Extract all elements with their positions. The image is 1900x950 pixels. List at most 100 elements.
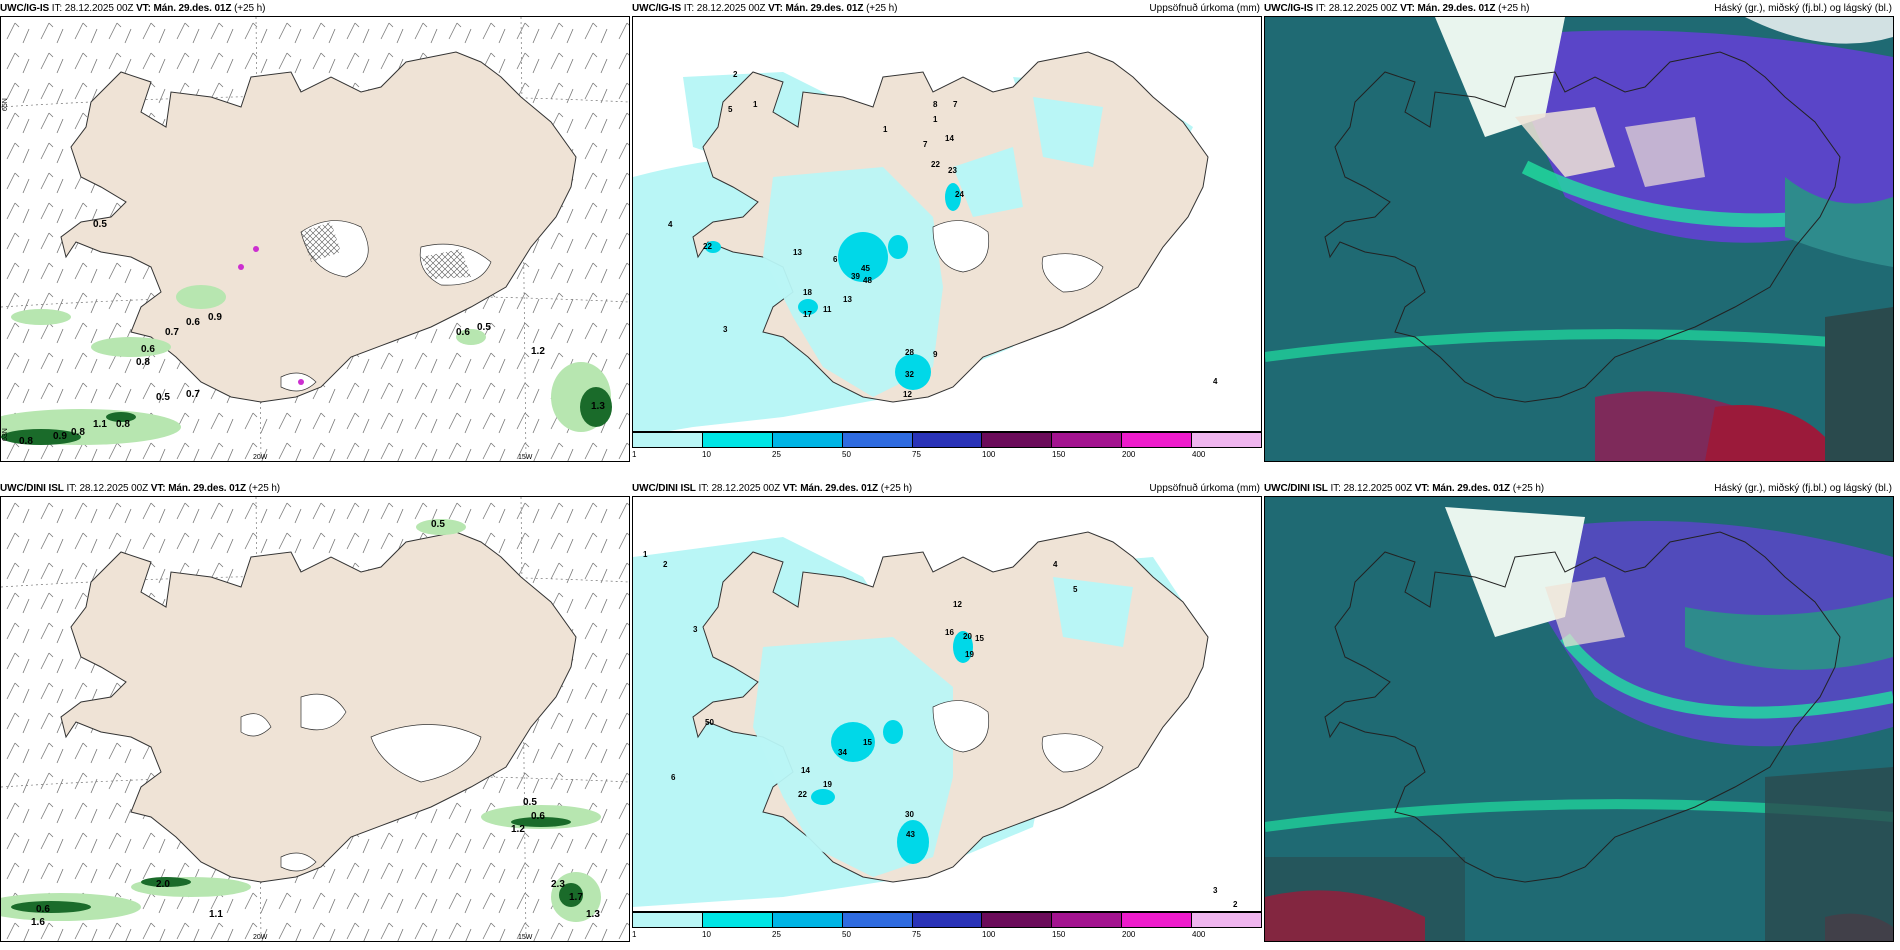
svg-text:1: 1 <box>883 125 888 134</box>
svg-text:0.6: 0.6 <box>36 904 50 915</box>
svg-text:24: 24 <box>955 190 964 199</box>
svg-text:1.1: 1.1 <box>93 419 107 430</box>
svg-text:5: 5 <box>1073 585 1078 594</box>
model-name: UWC/IG-IS <box>0 3 50 14</box>
svg-text:17: 17 <box>803 310 812 319</box>
lead-time: (+25 h) <box>234 3 266 14</box>
svg-text:9: 9 <box>933 350 938 359</box>
svg-text:14: 14 <box>945 134 954 143</box>
panel-title: UWC/DINI ISL IT: 28.12.2025 00Z VT: Mán.… <box>1264 483 1545 494</box>
svg-text:4: 4 <box>1213 377 1218 386</box>
panel-bottom-cloud: UWC/DINI ISL IT: 28.12.2025 00Z VT: Mán.… <box>1264 480 1894 950</box>
lead-time: (+25 h) <box>1512 483 1545 494</box>
svg-text:0.5: 0.5 <box>93 219 107 230</box>
svg-text:3: 3 <box>1213 886 1218 895</box>
svg-text:2: 2 <box>1233 900 1238 909</box>
panel-title: UWC/DINI ISL IT: 28.12.2025 00Z VT: Mán.… <box>632 483 913 494</box>
svg-text:0.9: 0.9 <box>53 431 67 442</box>
svg-text:22: 22 <box>798 790 807 799</box>
lead-time: (+25 h) <box>866 3 898 14</box>
colorbar-labels: 1 10 25 50 75 100 150 200 400 <box>632 450 1206 459</box>
svg-text:7: 7 <box>923 140 928 149</box>
valid-time: Mán. 29.des. 01Z <box>153 3 232 14</box>
map-cloud-top <box>1264 16 1894 462</box>
lead-time: (+25 h) <box>1498 3 1530 14</box>
svg-text:1.2: 1.2 <box>511 824 525 835</box>
svg-text:1: 1 <box>933 115 938 124</box>
init-time: 28.12.2025 00Z <box>711 483 781 494</box>
svg-text:6: 6 <box>671 773 676 782</box>
model-name: UWC/DINI ISL <box>1264 483 1328 494</box>
svg-text:1: 1 <box>643 550 648 559</box>
svg-text:5: 5 <box>728 105 733 114</box>
svg-text:2.3: 2.3 <box>551 879 565 890</box>
svg-text:15: 15 <box>975 634 984 643</box>
svg-text:3: 3 <box>723 325 728 334</box>
valid-time: Mán. 29.des. 01Z <box>1432 483 1511 494</box>
panel-subtitle: Uppsöfnuð úrkoma (mm) <box>1149 483 1260 494</box>
svg-text:43: 43 <box>906 830 915 839</box>
svg-text:19: 19 <box>823 780 832 789</box>
init-time: 28.12.2025 00Z <box>1343 483 1413 494</box>
panel-title: UWC/IG-IS IT: 28.12.2025 00Z VT: Mán. 29… <box>1264 3 1530 14</box>
svg-text:0.7: 0.7 <box>165 327 179 338</box>
svg-text:22: 22 <box>931 160 940 169</box>
svg-text:0.6: 0.6 <box>141 344 155 355</box>
map-cloud-bottom <box>1264 496 1894 942</box>
svg-text:4: 4 <box>1053 560 1058 569</box>
svg-text:0.8: 0.8 <box>116 419 130 430</box>
svg-text:1.6: 1.6 <box>31 917 45 928</box>
init-time: 28.12.2025 00Z <box>696 3 766 14</box>
svg-text:1.1: 1.1 <box>209 909 223 920</box>
svg-text:0.7: 0.7 <box>186 389 200 400</box>
svg-text:0.6: 0.6 <box>186 317 200 328</box>
svg-text:45: 45 <box>861 264 870 273</box>
colorbar <box>632 912 1262 928</box>
iceland-land <box>1324 531 1841 883</box>
svg-text:48: 48 <box>863 276 872 285</box>
svg-text:4: 4 <box>668 220 673 229</box>
svg-text:1: 1 <box>753 100 758 109</box>
svg-text:2: 2 <box>733 70 738 79</box>
svg-text:20W: 20W <box>253 934 268 941</box>
svg-text:2: 2 <box>663 560 668 569</box>
svg-text:0.8: 0.8 <box>71 427 85 438</box>
svg-text:1.3: 1.3 <box>591 401 605 412</box>
svg-text:8: 8 <box>933 100 938 109</box>
lead-time: (+25 h) <box>880 483 913 494</box>
svg-text:0.9: 0.9 <box>208 312 222 323</box>
svg-text:18: 18 <box>803 288 812 297</box>
svg-text:0.5: 0.5 <box>156 392 170 403</box>
svg-text:14: 14 <box>801 766 810 775</box>
svg-text:20: 20 <box>963 632 972 641</box>
init-time: 28.12.2025 00Z <box>1328 3 1398 14</box>
svg-text:0.6: 0.6 <box>531 811 545 822</box>
valid-time: Mán. 29.des. 01Z <box>168 483 247 494</box>
svg-text:28: 28 <box>905 348 914 357</box>
map-wind-top: 0.5 0.6 0.9 0.7 0.6 0.8 0.5 0.7 0.6 0.5 … <box>0 16 630 462</box>
panel-title: UWC/DINI ISL IT: 28.12.2025 00Z VT: Mán.… <box>0 483 281 494</box>
svg-text:16: 16 <box>945 628 954 637</box>
colorbar-labels: 1 10 25 50 75 100 150 200 400 <box>632 930 1206 939</box>
svg-text:19: 19 <box>965 650 974 659</box>
valid-time: Mán. 29.des. 01Z <box>785 3 864 14</box>
lead-time: (+25 h) <box>248 483 281 494</box>
panel-top-precip: UWC/IG-IS IT: 28.12.2025 00Z VT: Mán. 29… <box>632 0 1262 470</box>
panel-title: UWC/IG-IS IT: 28.12.2025 00Z VT: Mán. 29… <box>0 3 266 14</box>
init-time: 28.12.2025 00Z <box>64 3 134 14</box>
init-time: 28.12.2025 00Z <box>79 483 149 494</box>
model-name: UWC/IG-IS <box>632 3 682 14</box>
svg-text:34: 34 <box>838 748 847 757</box>
svg-text:6: 6 <box>833 255 838 264</box>
valid-time: Mán. 29.des. 01Z <box>1417 3 1496 14</box>
svg-text:2.0: 2.0 <box>156 879 170 890</box>
svg-text:0.5: 0.5 <box>523 797 537 808</box>
iceland-land <box>1324 51 1841 403</box>
svg-text:12: 12 <box>903 390 912 399</box>
svg-text:13: 13 <box>793 248 802 257</box>
svg-text:0.5: 0.5 <box>477 322 491 333</box>
svg-text:1.3: 1.3 <box>586 909 600 920</box>
svg-text:15: 15 <box>863 738 872 747</box>
model-name: UWC/DINI ISL <box>632 483 696 494</box>
svg-text:50: 50 <box>705 718 714 727</box>
